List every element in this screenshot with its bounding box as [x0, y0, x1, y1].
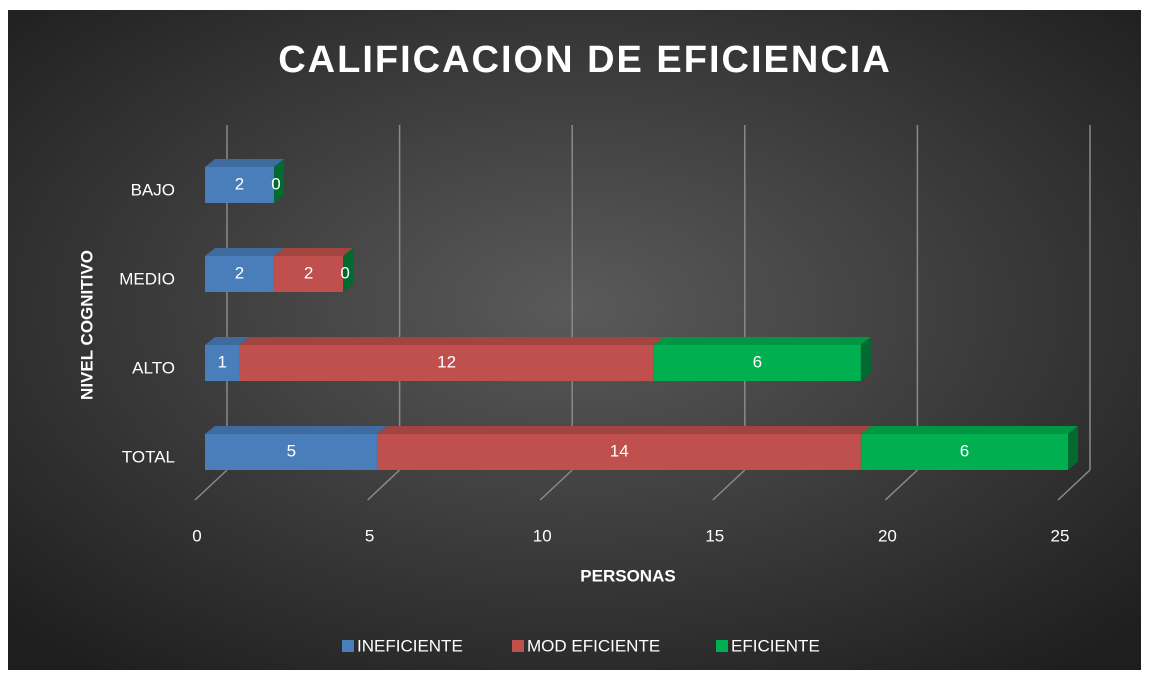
bar: [205, 167, 275, 203]
bar-top: [205, 159, 285, 167]
grid-floor: [194, 469, 228, 501]
data-label: 12: [437, 352, 456, 371]
y-tick-label: ALTO: [132, 358, 175, 377]
bar-top: [377, 426, 871, 434]
bar-top: [239, 337, 664, 345]
data-label: 1: [218, 352, 227, 371]
grid-floor: [884, 469, 918, 501]
x-tick-label: 10: [533, 526, 552, 545]
bar: [860, 434, 1068, 470]
bar: [239, 345, 654, 381]
y-tick-label: BAJO: [131, 180, 175, 199]
bar: [205, 434, 378, 470]
data-label: 2: [235, 263, 244, 282]
data-label: 0: [271, 174, 280, 193]
y-tick-label: TOTAL: [122, 447, 175, 466]
bar: [653, 345, 861, 381]
x-tick-label: 15: [705, 526, 724, 545]
x-tick-label: 20: [878, 526, 897, 545]
bar: [205, 345, 240, 381]
bar: [274, 256, 344, 292]
bar-side: [274, 159, 285, 203]
bar-top: [205, 248, 285, 256]
data-label: 2: [235, 174, 244, 193]
grid-floor: [712, 469, 746, 501]
legend-label: INEFICIENTE: [357, 636, 463, 655]
bar-top: [653, 337, 871, 345]
x-tick-label: 25: [1051, 526, 1070, 545]
bar: [205, 256, 275, 292]
y-axis-title: NIVEL COGNITIVO: [77, 250, 96, 400]
legend-label: MOD EFICIENTE: [527, 636, 660, 655]
bar-top: [274, 248, 354, 256]
grid-floor: [1057, 469, 1091, 501]
chart-title: CALIFICACION DE EFICIENCIA: [278, 39, 892, 81]
legend-label: EFICIENTE: [731, 636, 820, 655]
x-tick-label: 5: [365, 526, 374, 545]
y-tick-label: MEDIO: [119, 269, 175, 288]
data-label: 6: [960, 441, 969, 460]
data-label: 5: [287, 441, 296, 460]
bar-top: [205, 337, 250, 345]
legend-swatch: [342, 640, 354, 652]
x-axis-title: PERSONAS: [580, 566, 675, 585]
grid-floor: [539, 469, 573, 501]
data-label: 14: [610, 441, 629, 460]
bar-top: [860, 426, 1078, 434]
bar-side: [860, 337, 871, 381]
bar-side: [1068, 426, 1078, 470]
bar: [377, 434, 861, 470]
bar-side: [343, 248, 354, 292]
data-label: 2: [304, 263, 313, 282]
data-label: 0: [340, 263, 349, 282]
data-label: 6: [753, 352, 762, 371]
grid-floor: [367, 469, 401, 501]
legend-swatch: [716, 640, 728, 652]
bar-top: [205, 426, 388, 434]
legend-swatch: [512, 640, 524, 652]
x-tick-label: 0: [192, 526, 201, 545]
